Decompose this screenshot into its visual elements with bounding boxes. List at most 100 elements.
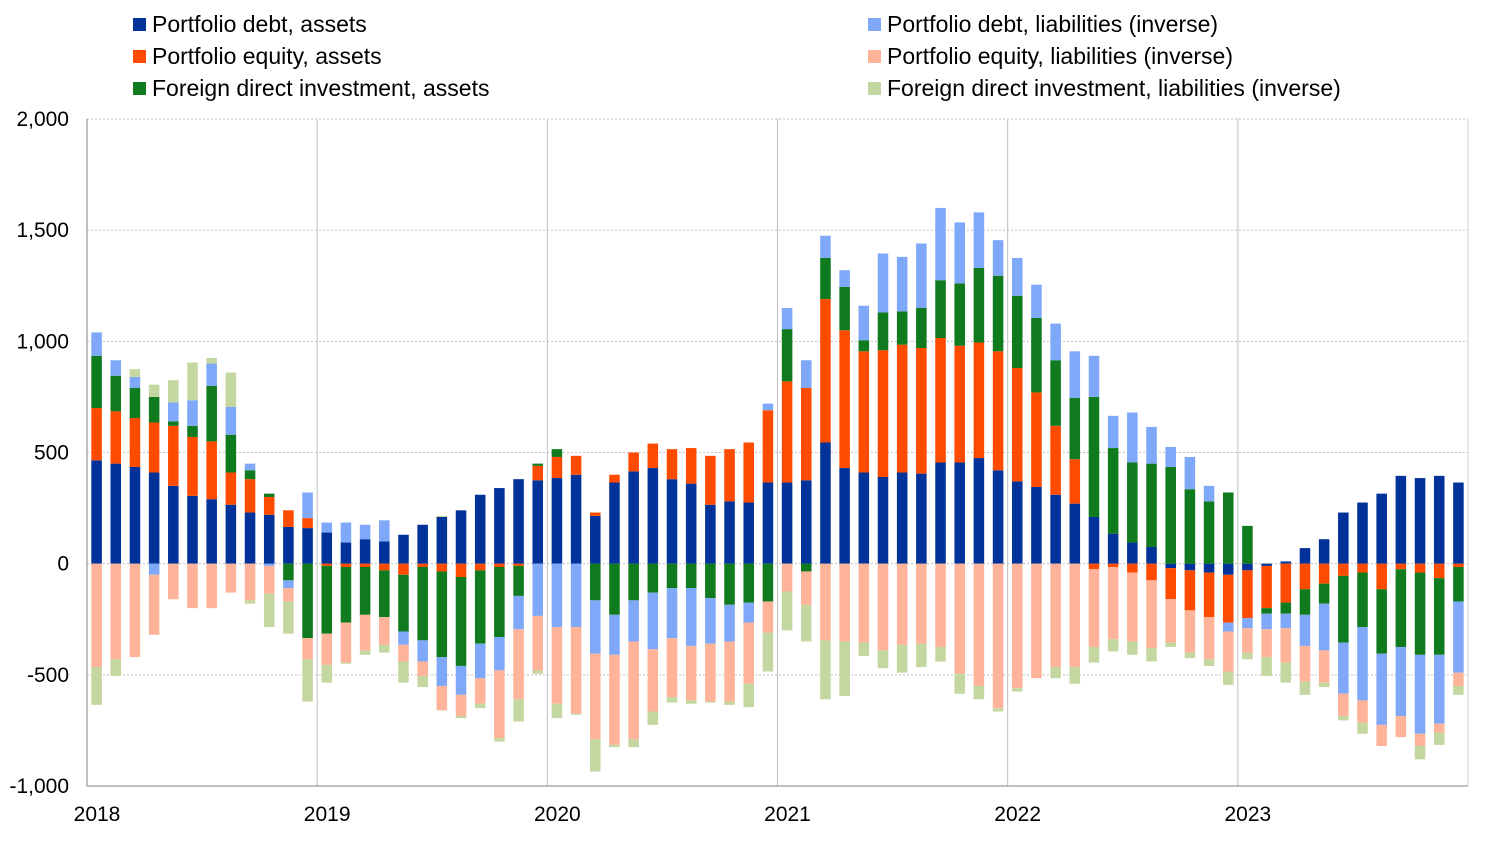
bar-segment-4 xyxy=(1222,622,1234,632)
bar-segment-4 xyxy=(935,207,946,281)
bar-segment-1 xyxy=(398,534,409,564)
bar-segment-6 xyxy=(110,659,122,676)
bar-segment-2 xyxy=(513,563,524,566)
axes xyxy=(86,119,1469,787)
bar-segment-2 xyxy=(800,388,812,481)
y-tick-label: 2,000 xyxy=(16,108,69,131)
bar-segment-2 xyxy=(570,455,582,475)
bar-segment-3 xyxy=(1184,489,1196,564)
bar-segment-4 xyxy=(839,270,850,287)
bar-segment-1 xyxy=(340,542,352,564)
bar-segment-1 xyxy=(570,474,582,564)
bar-segment-3 xyxy=(1031,317,1042,393)
bar-segment-6 xyxy=(340,662,352,664)
bar-segment-3 xyxy=(244,470,256,480)
bar-segment-6 xyxy=(1050,667,1061,679)
bar-segment-1 xyxy=(820,442,831,564)
bar-segment-3 xyxy=(1011,295,1023,369)
bar-segment-2 xyxy=(1203,572,1215,618)
bar-segment-1 xyxy=(705,504,716,564)
bar-segment-6 xyxy=(858,642,870,656)
bar-segment-3 xyxy=(1088,396,1100,517)
bar-segment-4 xyxy=(91,332,102,356)
bar-segment-4 xyxy=(1318,603,1330,651)
bar-segment-4 xyxy=(685,588,697,646)
y-tick-label: 0 xyxy=(57,553,69,576)
bar-segment-5 xyxy=(1395,715,1407,738)
bar-segment-6 xyxy=(609,744,620,748)
bar-segment-2 xyxy=(1280,563,1292,603)
legend-swatch xyxy=(868,17,881,31)
legend-swatch xyxy=(133,49,146,63)
bar-segment-2 xyxy=(628,452,639,472)
bar-segment-5 xyxy=(1357,700,1368,723)
bar-segment-1 xyxy=(1050,494,1061,564)
bar-segment-6 xyxy=(647,711,659,725)
bar-segment-4 xyxy=(954,222,965,284)
bar-segment-3 xyxy=(1338,575,1349,643)
bar-segment-6 xyxy=(1146,648,1157,662)
bar-segment-2 xyxy=(839,330,850,469)
bar-segment-5 xyxy=(110,563,122,660)
bar-segment-4 xyxy=(762,403,774,411)
gridlines xyxy=(86,118,1469,787)
bar-segment-5 xyxy=(1088,569,1100,648)
bar-segment-5 xyxy=(1165,599,1176,643)
bar-segment-3 xyxy=(551,449,563,457)
bar-segment-5 xyxy=(858,563,870,643)
bar-segment-1 xyxy=(379,541,390,564)
bar-segment-6 xyxy=(1299,681,1311,695)
bar-segment-4 xyxy=(340,522,352,543)
bar-segment-5 xyxy=(705,643,716,702)
bar-segment-1 xyxy=(263,514,275,564)
bar-segment-1 xyxy=(1069,503,1081,564)
bar-segment-6 xyxy=(532,670,544,674)
bar-segment-6 xyxy=(417,675,428,688)
bar-segment-2 xyxy=(666,449,678,480)
bar-segment-5 xyxy=(455,694,467,716)
bar-segment-1 xyxy=(1146,546,1157,564)
bar-segment-6 xyxy=(820,640,831,700)
bar-segment-4 xyxy=(1242,618,1253,629)
bar-segment-5 xyxy=(244,563,256,601)
bar-segment-5 xyxy=(494,670,505,739)
bar-segment-1 xyxy=(1318,539,1330,564)
bar-segment-6 xyxy=(1127,641,1138,655)
bar-segment-3 xyxy=(1453,567,1464,602)
bar-segment-5 xyxy=(1299,645,1311,682)
bar-segment-4 xyxy=(359,524,371,540)
bar-segment-5 xyxy=(647,649,659,712)
bar-segment-6 xyxy=(570,713,582,715)
bar-segment-2 xyxy=(1453,563,1464,568)
bar-segment-3 xyxy=(590,563,601,601)
bar-segment-2 xyxy=(1107,563,1119,568)
bar-segment-4 xyxy=(1184,456,1196,490)
bar-segment-1 xyxy=(283,526,294,564)
bar-segment-3 xyxy=(379,570,390,618)
bar-segment-1 xyxy=(148,472,160,564)
bar-segment-2 xyxy=(129,418,141,467)
bar-segment-2 xyxy=(302,518,313,529)
bar-segment-1 xyxy=(800,480,812,564)
bar-segment-4 xyxy=(148,563,160,575)
bar-segment-2 xyxy=(1011,368,1023,482)
bar-segment-2 xyxy=(781,381,793,483)
bar-segment-1 xyxy=(455,510,467,564)
legend-swatch xyxy=(868,49,881,63)
bar-segment-6 xyxy=(954,673,965,694)
bar-segment-4 xyxy=(302,492,313,519)
bar-segment-4 xyxy=(1357,627,1368,701)
bar-segment-6 xyxy=(839,641,850,696)
bar-segment-1 xyxy=(532,480,544,564)
bar-segment-6 xyxy=(1222,671,1234,685)
x-axis-tick-labels: 2018 2019 2020 2021 2022 2023 xyxy=(74,803,1272,826)
bar-segment-2 xyxy=(762,410,774,483)
bar-segment-1 xyxy=(225,504,237,564)
bar-segment-2 xyxy=(321,563,333,566)
bar-segment-3 xyxy=(148,396,160,423)
bar-segment-3 xyxy=(187,425,198,437)
bar-segment-4 xyxy=(1414,654,1426,734)
bar-segment-2 xyxy=(820,299,831,443)
bar-segment-1 xyxy=(935,462,946,564)
